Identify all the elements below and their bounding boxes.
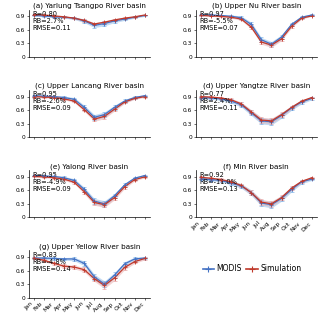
- Text: R=0.92
RB=-11.0%
RMSE=0.13: R=0.92 RB=-11.0% RMSE=0.13: [199, 172, 238, 192]
- Legend: MODIS, Simulation: MODIS, Simulation: [200, 261, 304, 276]
- Text: R=0.95
RB=-2.6%
RMSE=0.09: R=0.95 RB=-2.6% RMSE=0.09: [32, 91, 71, 111]
- Title: (f) Min River basin: (f) Min River basin: [223, 163, 289, 170]
- Text: R=0.95
RB=-4.9%
RMSE=0.09: R=0.95 RB=-4.9% RMSE=0.09: [32, 172, 71, 192]
- Title: (a) Yarlung Tsangpo River basin: (a) Yarlung Tsangpo River basin: [33, 3, 146, 9]
- Title: (e) Yalong River basin: (e) Yalong River basin: [50, 163, 128, 170]
- Text: R=0.97
RB=-5.5%
RMSE=0.07: R=0.97 RB=-5.5% RMSE=0.07: [199, 11, 238, 31]
- Title: (g) Upper Yellow River basin: (g) Upper Yellow River basin: [39, 243, 140, 250]
- Title: (b) Upper Nu River basin: (b) Upper Nu River basin: [212, 3, 301, 9]
- Title: (c) Upper Lancang River basin: (c) Upper Lancang River basin: [35, 83, 144, 89]
- Text: R=0.77
RB=2.4%
RMSE=0.11: R=0.77 RB=2.4% RMSE=0.11: [199, 91, 238, 111]
- Text: R=0.80
RB=2.7%
RMSE=0.11: R=0.80 RB=2.7% RMSE=0.11: [32, 11, 71, 31]
- Text: R=0.83
RB=-4.8%
RMSE=0.14: R=0.83 RB=-4.8% RMSE=0.14: [32, 252, 71, 272]
- Title: (d) Upper Yangtze River basin: (d) Upper Yangtze River basin: [203, 83, 310, 89]
